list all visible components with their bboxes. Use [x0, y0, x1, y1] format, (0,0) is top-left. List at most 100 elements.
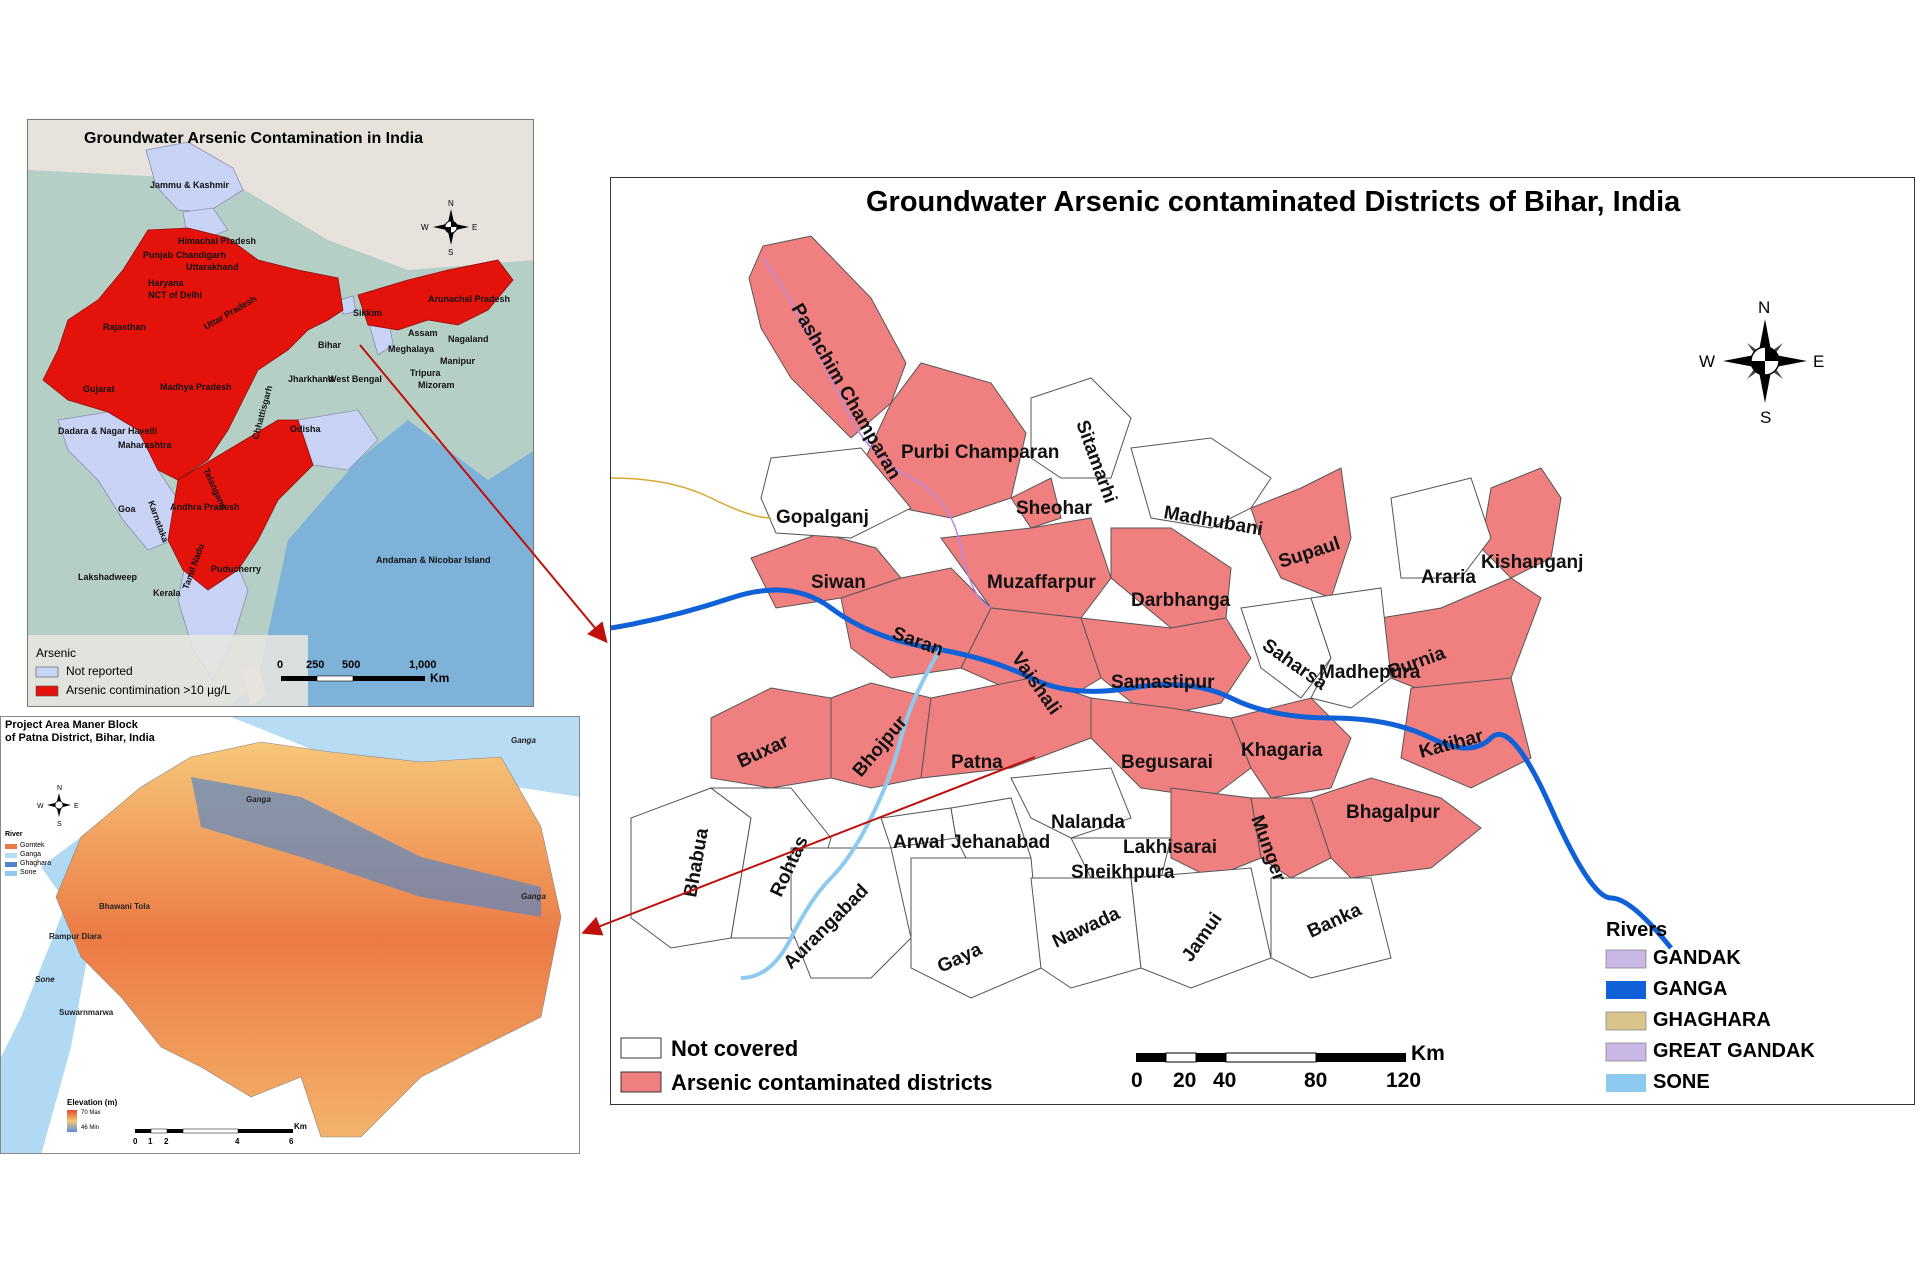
compass-s: S [1760, 408, 1771, 427]
india-legend-not-reported: Not reported [66, 664, 133, 678]
patna-scale-tick: 2 [164, 1137, 169, 1146]
district-saharsa [1240, 597, 1332, 699]
district-katihar [1400, 677, 1532, 789]
district-label: Siwan [811, 572, 866, 593]
river-legend-label: GANGA [1653, 978, 1728, 1000]
district-label: Lakhisarai [1123, 837, 1217, 858]
patna-scale-tick: 6 [289, 1137, 294, 1146]
contaminated-south-central [167, 419, 314, 591]
state-label: Uttarakhand [186, 262, 239, 272]
district-lakhisarai [1170, 787, 1262, 879]
compass-e: E [1813, 352, 1824, 371]
district-label: Muzaffarpur [987, 572, 1096, 593]
legend-contaminated-label: Arsenic contaminated districts [671, 1070, 993, 1095]
patna-scale-tick: 4 [235, 1137, 240, 1146]
compass-w: W [37, 803, 44, 810]
river-label: Ganga [246, 795, 271, 804]
district-banka [1270, 877, 1392, 979]
state-label: Goa [118, 504, 136, 514]
india-scale-tick: 0 [277, 659, 284, 671]
legend-swatch-ganga [1606, 981, 1646, 999]
patna-title-line1: Project Area Maner Block [5, 719, 138, 731]
legend-swatch-not-covered [620, 1037, 662, 1059]
district-label: Araria [1421, 567, 1476, 588]
legend-swatch-gandak [1605, 949, 1647, 969]
district-darbhanga [1110, 527, 1232, 629]
patna-legend-river: Ganga [20, 851, 42, 858]
state-label: Maharashtra [118, 440, 173, 450]
compass-s: S [57, 821, 62, 828]
district-label: Bhagalpur [1346, 802, 1441, 823]
jammu-kashmir-region [145, 141, 244, 213]
district-supaul [1250, 467, 1352, 599]
bihar-map-panel: Pashchim Champaran Purbi Champaran Sheoh… [610, 177, 1915, 1105]
patna-scale-unit: Km [294, 1122, 307, 1131]
compass-w: W [421, 223, 429, 232]
compass-w: W [1699, 352, 1715, 371]
district-label: Jehanabad [951, 832, 1050, 853]
district-purnia [1380, 577, 1542, 699]
legend-swatch-great-gandak [1605, 1042, 1647, 1062]
patna-legend-title: River [5, 831, 23, 838]
india-scale-bar [281, 675, 425, 682]
district-label: Purbi Champaran [901, 442, 1059, 463]
district-label: Khagaria [1241, 740, 1323, 761]
state-label: Andhra Pradesh [170, 502, 240, 512]
district-label: Arwal [893, 832, 945, 853]
state-label: Bihar [318, 340, 342, 350]
elevation-min: 46 Min [81, 1125, 100, 1131]
state-label: Arunachal Pradesh [428, 294, 510, 304]
india-scale-unit: Km [430, 671, 450, 685]
district-samastipur [1080, 617, 1252, 719]
state-label: Manipur [440, 356, 475, 366]
state-label: Gujarat [83, 384, 115, 394]
river-label: Ganga [521, 892, 546, 901]
patna-scale-tick: 1 [148, 1137, 153, 1146]
river-legend-label: GREAT GANDAK [1653, 1040, 1815, 1062]
india-compass-icon: N S E W [421, 199, 477, 257]
river-gandak [762, 257, 992, 609]
state-label: Dadara & Nagar Havelli [58, 426, 157, 436]
patna-title-line2: of Patna District, Bihar, India [5, 732, 155, 744]
district-sheohar [1010, 477, 1062, 529]
river-ghaghara [611, 477, 772, 519]
state-label: Odisha [290, 424, 322, 434]
state-label: Haryana [148, 278, 185, 288]
legend-swatch-ghaghara [5, 862, 17, 867]
patna-compass-icon: N S E W [37, 785, 79, 828]
india-legend-contamination: Arsenic contimination >10 µg/L [66, 683, 231, 697]
state-label: Jammu & Kashmir [150, 180, 230, 190]
bihar-scale-tick: 20 [1173, 1069, 1197, 1092]
patna-map-canvas: N S E W Ganga Ganga Ganga Sone Bhawani T… [1, 717, 579, 1153]
legend-swatch-contamination [35, 685, 59, 697]
compass-n: N [448, 199, 454, 208]
district-label: Nalanda [1051, 812, 1125, 833]
india-scale-tick: 250 [306, 659, 325, 671]
compass-e: E [472, 223, 477, 232]
district-label: Sheohar [1016, 498, 1093, 519]
state-label: Madhya Pradesh [160, 382, 232, 392]
district-madhepura [1310, 587, 1392, 709]
india-scale-tick: 500 [342, 659, 361, 671]
state-label: Punjab [143, 250, 174, 260]
district-label: Kishanganj [1481, 552, 1583, 573]
state-label: Mizoram [418, 380, 455, 390]
rivers-legend-swatches [1605, 949, 1647, 1092]
bihar-scale-unit: Km [1411, 1042, 1445, 1065]
india-legend-bg [28, 635, 308, 706]
state-label: Nagaland [448, 334, 489, 344]
compass-n: N [57, 785, 62, 792]
patna-map-panel: N S E W Ganga Ganga Ganga Sone Bhawani T… [0, 716, 580, 1154]
bihar-map-title: Groundwater Arsenic contaminated Distric… [866, 186, 1681, 218]
district-araria [1390, 477, 1492, 579]
bihar-scale-tick: 0 [1131, 1069, 1143, 1092]
state-label: Rajasthan [103, 322, 146, 332]
legend-swatch-sone [5, 871, 17, 876]
bihar-scale-tick: 120 [1386, 1069, 1422, 1092]
contaminated-north-central [42, 227, 344, 481]
river-legend-label: GANDAK [1653, 947, 1741, 969]
place-label: Rampur Diara [49, 932, 102, 941]
state-label: NCT of Delhi [148, 290, 202, 300]
river-label: Sone [35, 975, 55, 984]
district-gaya [910, 857, 1042, 999]
